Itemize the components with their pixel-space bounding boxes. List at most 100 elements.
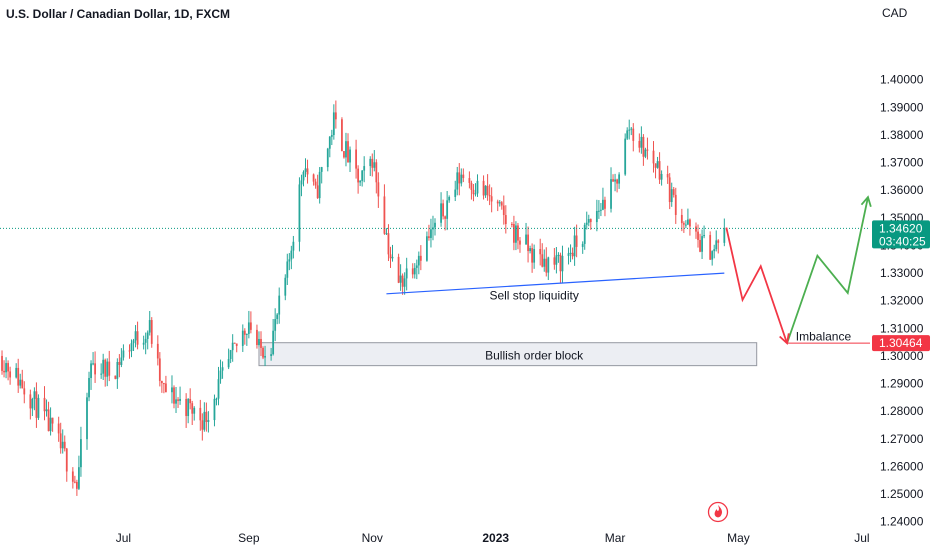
candle bbox=[709, 231, 712, 261]
candle-body bbox=[711, 251, 714, 260]
candle bbox=[498, 200, 501, 207]
candle-body bbox=[47, 409, 50, 432]
candle-body bbox=[177, 399, 179, 401]
projection-up-path[interactable] bbox=[786, 196, 869, 344]
candle-body bbox=[640, 136, 643, 148]
candle-body bbox=[298, 184, 301, 242]
candle-body bbox=[80, 439, 82, 468]
candle-body bbox=[482, 180, 485, 196]
candle bbox=[391, 244, 394, 262]
candle bbox=[515, 221, 517, 251]
candle bbox=[272, 319, 275, 356]
candle bbox=[57, 416, 60, 442]
candle-body bbox=[262, 347, 264, 358]
candle bbox=[343, 150, 345, 159]
candle-body bbox=[446, 200, 449, 219]
candle bbox=[286, 253, 289, 285]
candle-body bbox=[37, 397, 40, 418]
candle bbox=[510, 222, 513, 228]
candle bbox=[684, 220, 687, 229]
time-tick-label: Jul bbox=[116, 531, 131, 545]
candle bbox=[71, 467, 74, 489]
candle bbox=[328, 136, 331, 158]
candle-body bbox=[21, 379, 24, 389]
candle-body bbox=[697, 231, 699, 240]
candle bbox=[612, 174, 614, 182]
candle-body bbox=[243, 330, 246, 335]
price-tick-label: 1.31000 bbox=[880, 321, 924, 335]
candle-body bbox=[219, 370, 222, 380]
candle-body bbox=[347, 141, 349, 163]
candle bbox=[270, 347, 273, 361]
candle bbox=[557, 252, 560, 263]
candle bbox=[35, 382, 38, 428]
candle bbox=[229, 349, 232, 364]
candle bbox=[302, 170, 305, 187]
time-axis[interactable]: Jul Sep Nov 2023 Mar May Jul bbox=[116, 531, 870, 545]
candle-body bbox=[270, 354, 273, 356]
candle-body bbox=[389, 254, 392, 259]
candle bbox=[642, 134, 645, 166]
candle bbox=[312, 173, 315, 186]
candle bbox=[397, 253, 400, 284]
candle-body bbox=[29, 394, 32, 409]
sell-stop-trendline[interactable] bbox=[386, 272, 725, 295]
candle-body bbox=[231, 342, 234, 351]
candle-body bbox=[573, 235, 576, 257]
candle bbox=[49, 407, 52, 436]
candle-body bbox=[260, 338, 262, 348]
candle bbox=[193, 406, 196, 421]
candle bbox=[389, 246, 392, 268]
candle bbox=[357, 165, 360, 194]
candle-body bbox=[387, 233, 390, 255]
candle bbox=[146, 330, 149, 350]
candle-body bbox=[701, 236, 703, 252]
candle bbox=[545, 247, 548, 277]
candle-body bbox=[567, 253, 570, 256]
candle bbox=[519, 237, 521, 253]
candle bbox=[292, 235, 295, 259]
candle bbox=[47, 401, 50, 432]
candle bbox=[31, 397, 34, 417]
candle bbox=[45, 399, 48, 417]
candle-body bbox=[375, 162, 378, 183]
candle bbox=[207, 411, 210, 433]
candle-body bbox=[17, 367, 20, 386]
candle-body bbox=[411, 268, 414, 275]
bullish-order-block[interactable] bbox=[258, 342, 758, 367]
candle bbox=[713, 244, 716, 259]
candle-body bbox=[618, 174, 621, 184]
flame-icon[interactable] bbox=[707, 501, 729, 523]
candle-body bbox=[144, 338, 147, 343]
candle-body bbox=[658, 161, 661, 180]
candle-body bbox=[484, 185, 487, 196]
candle bbox=[474, 183, 477, 197]
candle-body bbox=[128, 350, 131, 352]
candle bbox=[401, 273, 404, 295]
candle bbox=[100, 363, 103, 379]
price-axis[interactable]: CAD 1.24000 1.25000 1.26000 1.27000 1.28000 1… bbox=[880, 6, 924, 529]
candle bbox=[616, 178, 618, 193]
price-tick-label: 1.27000 bbox=[880, 432, 924, 446]
candle-body bbox=[371, 158, 374, 168]
candle bbox=[468, 171, 471, 189]
candle bbox=[290, 245, 293, 270]
candle-body bbox=[630, 128, 633, 130]
candle bbox=[88, 371, 90, 402]
candle-body bbox=[513, 224, 515, 243]
candle bbox=[5, 357, 7, 379]
candle bbox=[162, 382, 165, 394]
candle-body bbox=[680, 214, 683, 224]
projection-down-path[interactable] bbox=[725, 227, 788, 344]
candle bbox=[201, 413, 204, 441]
candle bbox=[320, 166, 323, 184]
candle-body bbox=[94, 363, 96, 375]
candle-body bbox=[672, 189, 675, 195]
candle-body bbox=[626, 130, 629, 139]
candle bbox=[160, 380, 163, 393]
candle bbox=[638, 133, 641, 153]
candle bbox=[405, 257, 408, 291]
candle-body bbox=[304, 168, 307, 172]
candle bbox=[666, 165, 669, 184]
